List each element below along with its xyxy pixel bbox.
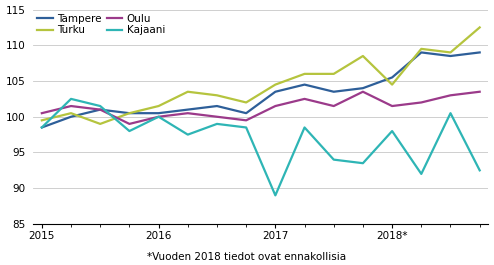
Legend: Tampere, Turku, Oulu, Kajaani: Tampere, Turku, Oulu, Kajaani [35, 12, 167, 37]
Text: *Vuoden 2018 tiedot ovat ennakollisia: *Vuoden 2018 tiedot ovat ennakollisia [147, 252, 347, 262]
